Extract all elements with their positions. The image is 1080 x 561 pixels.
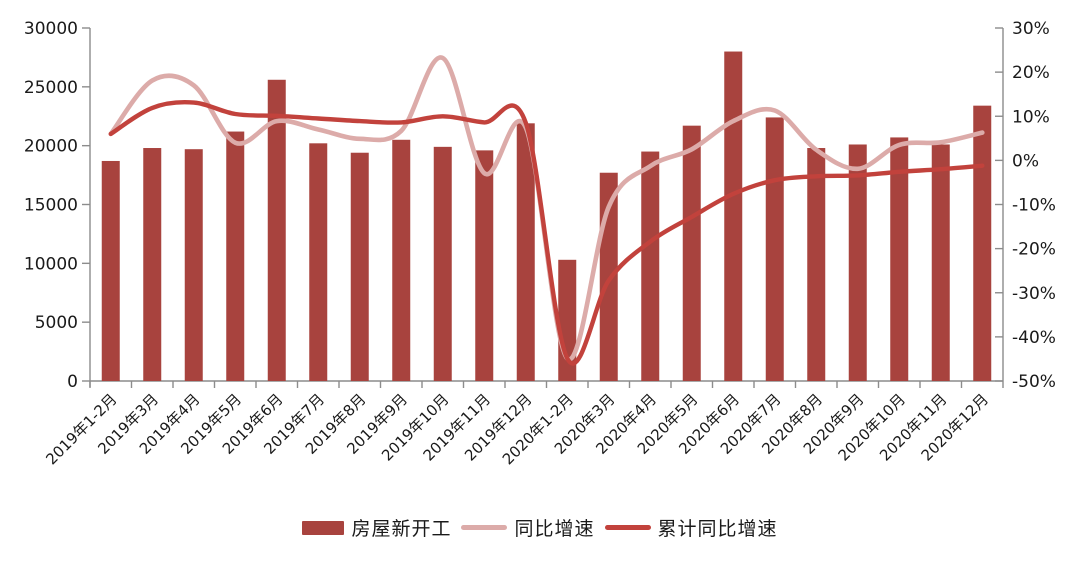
bar-2019年4月 bbox=[184, 149, 203, 381]
left-axis-tick-label: 0 bbox=[67, 372, 78, 392]
legend-item-cumulative-line: 累计同比增速 bbox=[604, 514, 778, 541]
cumulative-line-label: 累计同比增速 bbox=[657, 518, 778, 540]
left-axis-tick-label: 25000 bbox=[24, 78, 78, 98]
bar-2020年11月 bbox=[931, 144, 950, 381]
left-axis-tick-label: 30000 bbox=[24, 19, 78, 39]
bar-series-swatch bbox=[302, 520, 345, 535]
bar-2019年1-2月 bbox=[101, 160, 120, 381]
left-axis-tick-label: 20000 bbox=[24, 137, 78, 157]
right-axis-tick-label: 0% bbox=[1012, 151, 1039, 171]
bar-series-label: 房屋新开工 bbox=[351, 518, 452, 540]
bar-2019年3月 bbox=[143, 148, 162, 381]
legend: 房屋新开工 同比增速 累计同比增速 bbox=[0, 514, 1080, 541]
bar-2019年8月 bbox=[350, 152, 369, 381]
legend-item-bar: 房屋新开工 bbox=[302, 514, 451, 541]
right-axis-tick-label: -10% bbox=[1012, 196, 1056, 216]
bar-2019年6月 bbox=[267, 79, 286, 382]
left-axis-tick-label: 5000 bbox=[35, 313, 78, 333]
bar-2019年10月 bbox=[433, 146, 452, 381]
right-axis-tick-label: -50% bbox=[1012, 372, 1056, 392]
bar-2020年5月 bbox=[682, 125, 701, 381]
cumulative-yoy-line bbox=[108, 100, 985, 366]
right-axis-tick-label: 30% bbox=[1012, 19, 1050, 39]
yoy-line-swatch bbox=[461, 525, 508, 530]
right-axis-tick-label: 10% bbox=[1012, 107, 1050, 127]
bar-2020年7月 bbox=[765, 117, 784, 381]
right-axis-tick-label: -20% bbox=[1012, 240, 1056, 260]
right-axis-tick-label: 20% bbox=[1012, 63, 1050, 83]
bar-2020年4月 bbox=[641, 151, 660, 381]
bar-2020年9月 bbox=[848, 144, 867, 381]
right-axis-tick-label: -40% bbox=[1012, 328, 1056, 348]
bar-2020年6月 bbox=[724, 51, 743, 382]
bar-2019年7月 bbox=[309, 143, 328, 381]
cumulative-line-swatch bbox=[604, 525, 651, 530]
bar-2019年11月 bbox=[475, 150, 494, 381]
bar-2020年12月 bbox=[973, 105, 992, 381]
right-axis-tick-label: -30% bbox=[1012, 284, 1056, 304]
bar-2019年12月 bbox=[516, 123, 535, 381]
legend-item-yoy-line: 同比增速 bbox=[461, 514, 594, 541]
bar-2020年10月 bbox=[890, 137, 909, 381]
bar-2019年9月 bbox=[392, 139, 411, 381]
left-axis-tick-label: 10000 bbox=[24, 254, 78, 274]
bar-2020年8月 bbox=[807, 148, 826, 381]
bar-2019年5月 bbox=[226, 131, 245, 381]
left-axis-tick-label: 15000 bbox=[24, 196, 78, 216]
yoy-line-label: 同比增速 bbox=[514, 518, 595, 540]
